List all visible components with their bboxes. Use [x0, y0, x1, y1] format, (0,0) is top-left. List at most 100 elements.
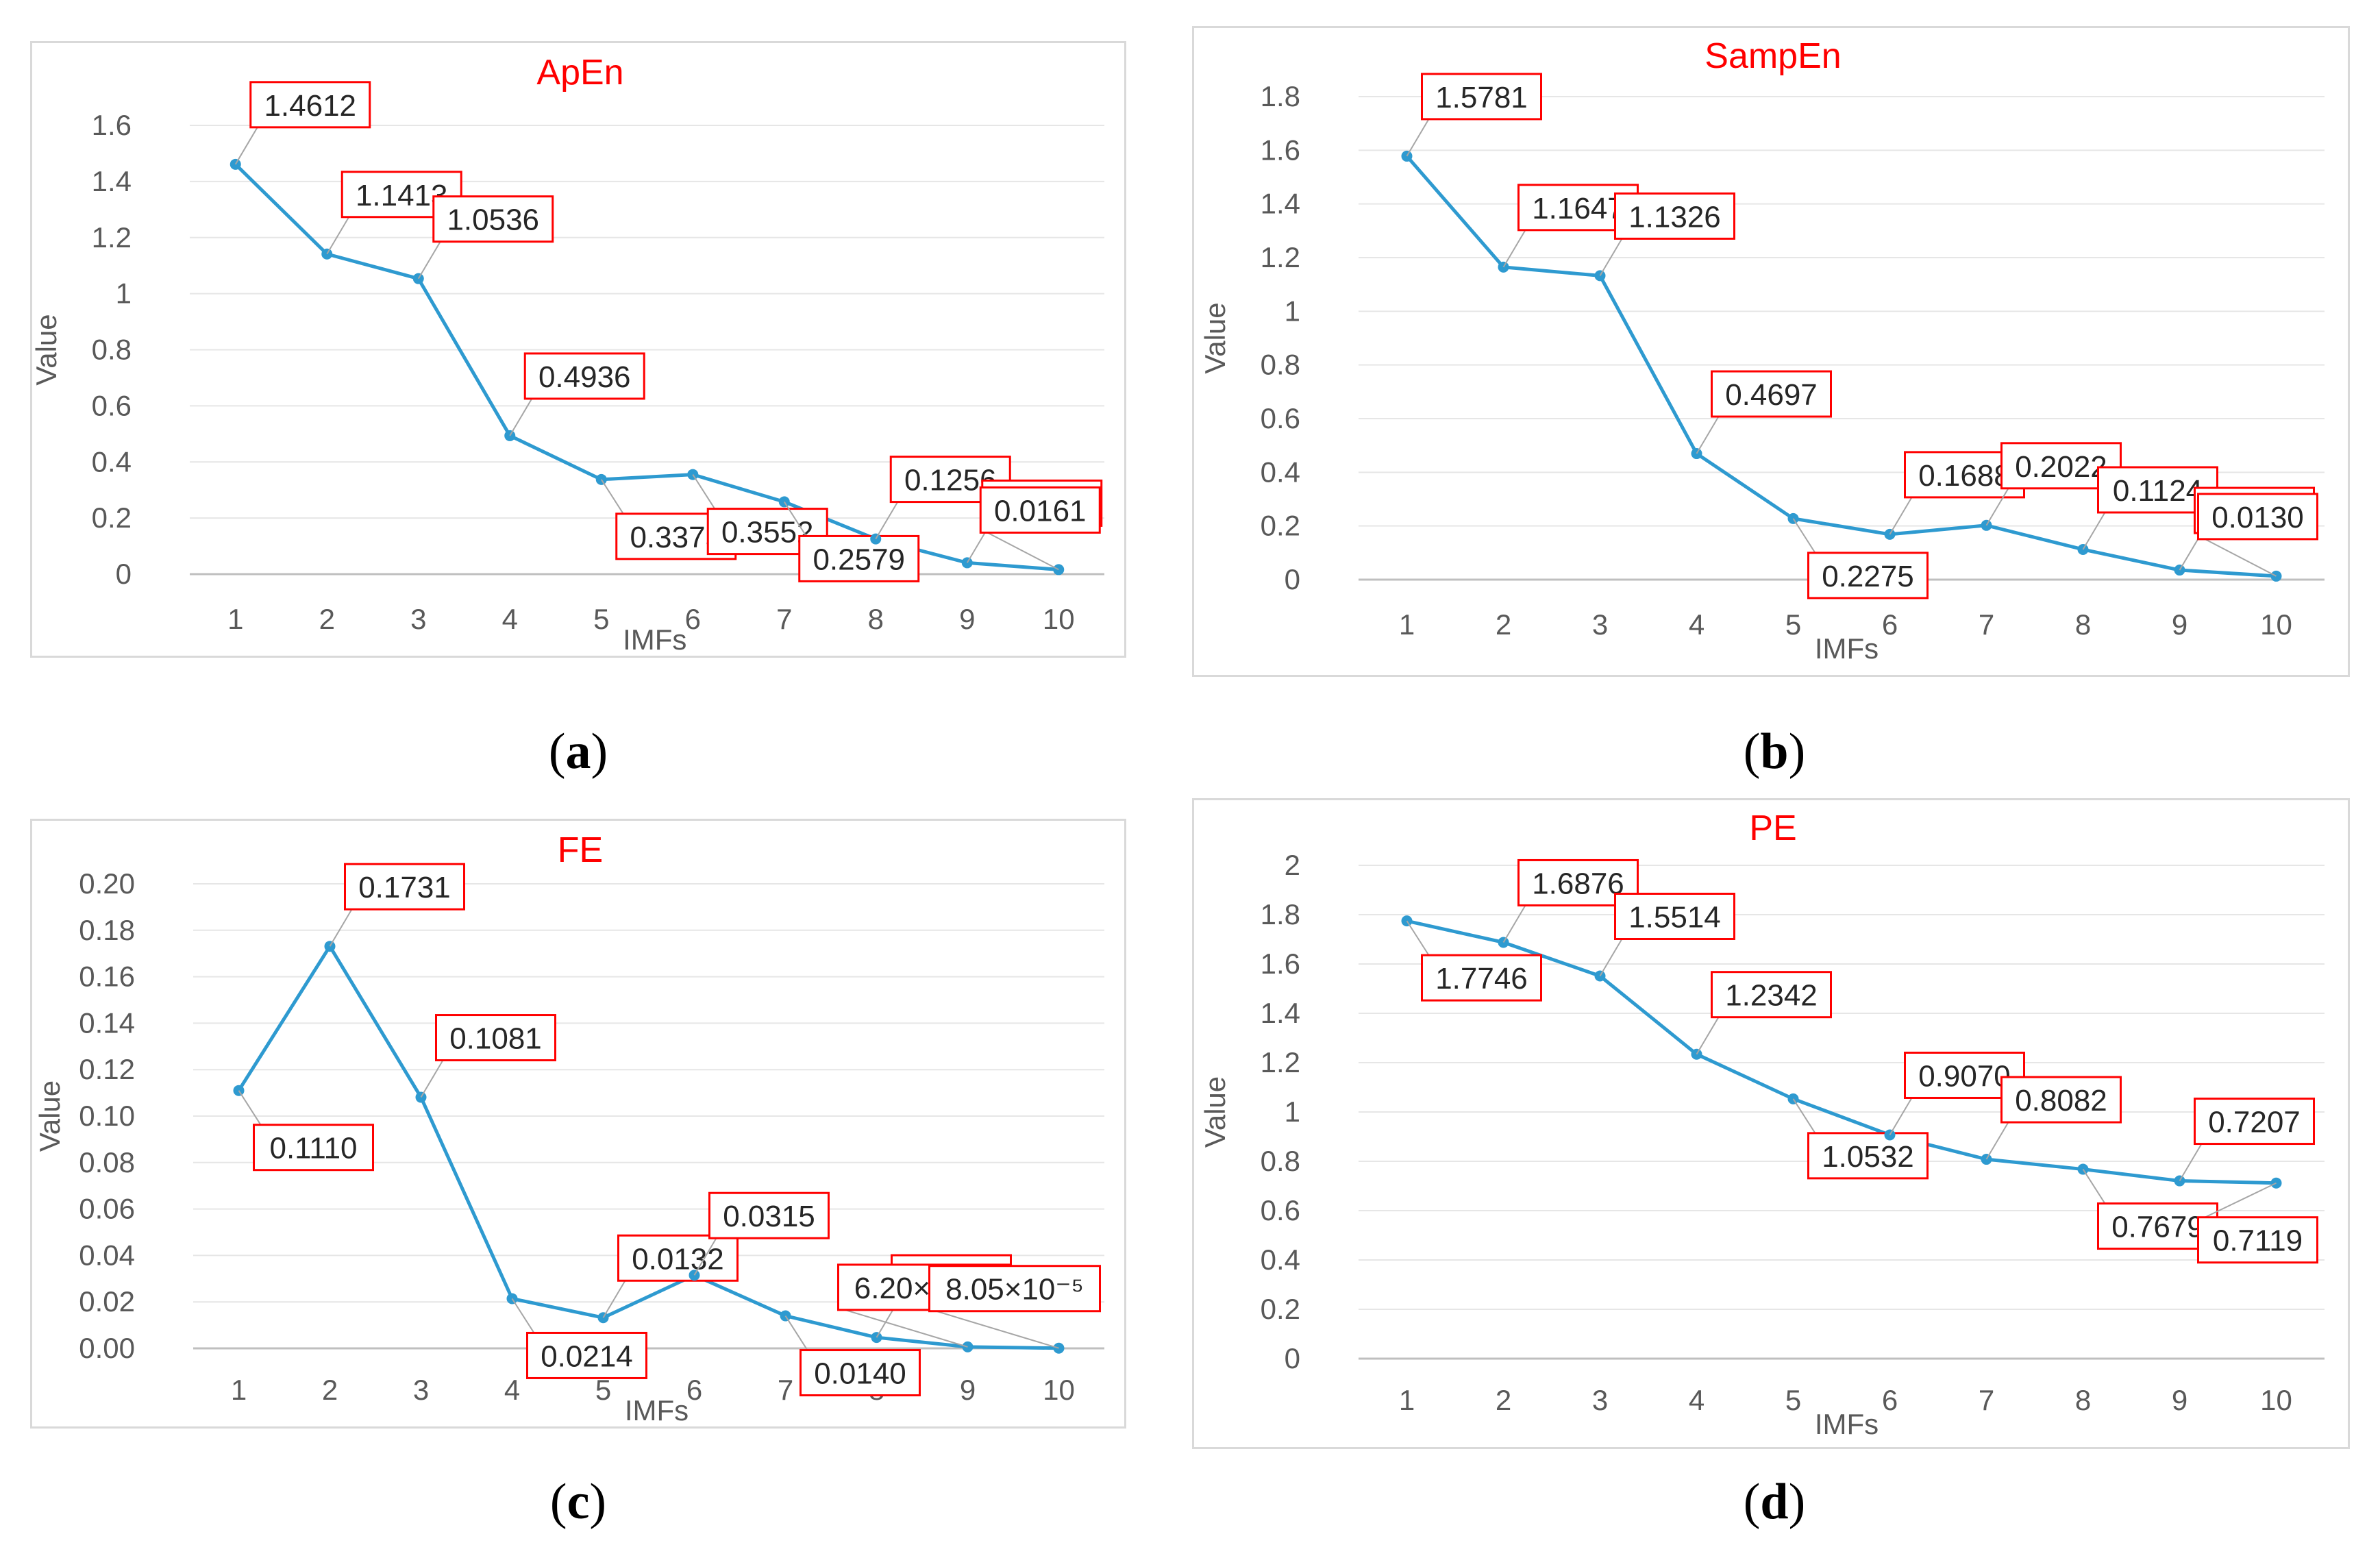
x-tick-label: 2	[319, 603, 335, 635]
x-tick-label: 1	[227, 603, 243, 635]
y-tick-label: 1.6	[1261, 948, 1300, 980]
x-axis-label: IMFs	[625, 1394, 689, 1426]
x-tick-label: 6	[1882, 1384, 1898, 1416]
y-tick-label: 1.8	[1261, 80, 1300, 112]
label-leader	[987, 532, 1059, 571]
label-leader	[783, 501, 807, 536]
data-label: 0.0161	[994, 494, 1087, 528]
y-tick-label: 0.06	[79, 1193, 135, 1225]
data-label: 1.0532	[1822, 1140, 1914, 1174]
label-leader	[1792, 1098, 1816, 1134]
data-label-box	[523, 352, 645, 400]
data-label: 0.2579	[813, 543, 905, 576]
y-tick-label: 1.4	[92, 165, 132, 197]
x-tick-label: 5	[595, 1374, 611, 1406]
label-leader	[1696, 1017, 1720, 1055]
data-label: 0.2022	[2015, 450, 2107, 484]
data-label: 1.2342	[1725, 979, 1818, 1013]
data-label: 0.0132	[632, 1242, 724, 1276]
label-leader	[784, 1315, 808, 1351]
data-label: 0.7119	[2213, 1224, 2303, 1258]
x-tick-label: 3	[1592, 1384, 1608, 1416]
y-tick-label: 0.8	[92, 334, 132, 366]
label-leader	[1406, 119, 1430, 157]
data-label: 1.1647	[1532, 192, 1624, 225]
data-label-box	[1421, 73, 1542, 121]
x-tick-label: 1	[1399, 608, 1415, 641]
data-label: 8.05×10⁻⁵	[945, 1273, 1084, 1307]
y-tick-label: 0.2	[1261, 510, 1300, 542]
caption-d: (d)	[1743, 1474, 1806, 1530]
label-leader	[1502, 904, 1526, 943]
label-leader	[1889, 497, 1913, 535]
y-axis-label: Value	[1199, 302, 1231, 373]
data-point	[689, 1270, 700, 1281]
data-label-box	[1614, 192, 1735, 240]
data-label-box	[526, 1331, 647, 1379]
y-axis-label: Value	[1199, 1076, 1231, 1148]
label-leader	[2179, 1143, 2203, 1182]
data-label: 1.6876	[1532, 867, 1624, 900]
y-tick-label: 0.08	[79, 1146, 135, 1178]
y-tick-label: 0.8	[1261, 349, 1300, 381]
x-tick-label: 3	[413, 1374, 429, 1406]
label-leader	[2205, 1182, 2277, 1218]
data-label: 0.0130	[2211, 501, 2304, 534]
data-label-box	[1614, 892, 1735, 940]
data-label: 0.1110	[269, 1132, 357, 1165]
data-label: 1.5781	[1435, 81, 1528, 114]
y-tick-label: 0.02	[79, 1285, 135, 1318]
chart-panel-fe: FE 0.00 0.02 0.04 0.06 0.08 0.10 0.12 0.14 0.16 0.…	[30, 819, 1126, 1429]
series-line	[237, 943, 1059, 1350]
y-tick-label: 0.4	[92, 445, 132, 478]
label-leader	[1599, 938, 1623, 977]
x-tick-label: 10	[2260, 1384, 2292, 1416]
data-label: 0.1731	[358, 871, 451, 904]
label-leader	[2205, 539, 2277, 577]
x-axis-label: IMFs	[1815, 632, 1879, 665]
series-line	[1406, 919, 2277, 1185]
x-tick-label: 2	[1496, 608, 1511, 641]
x-tick-label: 9	[2172, 608, 2187, 641]
y-tick-label: 0.8	[1261, 1145, 1300, 1177]
x-tick-label: 8	[2075, 608, 2091, 641]
data-label-box	[344, 863, 465, 911]
y-tick-label: 2	[1285, 849, 1300, 881]
data-label-box	[1807, 552, 1929, 599]
y-axis-label: Value	[34, 1080, 66, 1152]
data-label: 0.7207	[2208, 1106, 2301, 1139]
data-label: 1.7746	[1435, 962, 1528, 996]
data-label-box	[979, 486, 1101, 534]
data-label-box	[1711, 370, 1832, 418]
y-tick-label: 1.4	[1261, 997, 1300, 1029]
chart-svg-sampen: SampEn 0 0.2 0.4 0.6 0.8 1 1.2 1.4 1.6 1.8 Value 1 2 3…	[1199, 36, 2325, 665]
data-label-box	[2194, 1098, 2315, 1146]
data-label-box	[617, 1234, 739, 1282]
x-tick-label: 2	[322, 1374, 338, 1406]
data-label: 0.2275	[1822, 560, 1914, 593]
data-label: 0.1688	[1918, 459, 2011, 493]
data-label-box	[1711, 971, 1832, 1019]
y-tick-label: 0.12	[79, 1053, 135, 1085]
label-leader	[1599, 238, 1623, 276]
x-tick-label: 7	[778, 1374, 793, 1406]
data-label: 1.4612	[264, 89, 356, 123]
y-tick-label: 0.4	[1261, 456, 1300, 488]
y-tick-label: 0.6	[1261, 402, 1300, 434]
label-leader	[511, 1298, 535, 1333]
data-point	[233, 1085, 245, 1096]
data-label: 0.0214	[541, 1339, 633, 1373]
label-leader	[329, 908, 353, 947]
label-leader	[420, 1060, 444, 1098]
y-tick-label: 1.2	[92, 221, 132, 254]
x-tick-label: 2	[1496, 1384, 1511, 1416]
series-line	[234, 163, 1059, 571]
x-tick-label: 1	[231, 1374, 247, 1406]
label-leader	[1406, 920, 1430, 956]
y-tick-label: 0.2	[1261, 1293, 1300, 1325]
x-tick-label: 4	[1689, 1384, 1705, 1416]
label-leader	[693, 1237, 717, 1276]
chart-title: PE	[1749, 808, 1796, 848]
data-label-box	[799, 1349, 921, 1397]
data-label: 0.4936	[538, 360, 631, 394]
